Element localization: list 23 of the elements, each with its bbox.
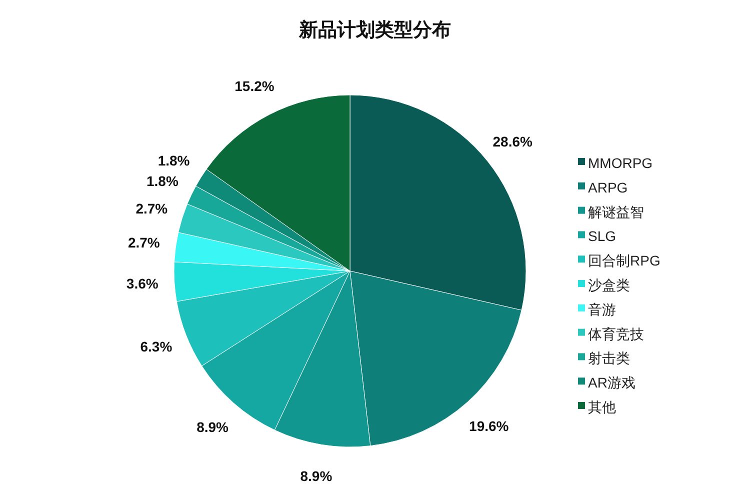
- data-label: 3.6%: [126, 276, 159, 292]
- chart-title: 新品计划类型分布: [298, 19, 451, 41]
- legend-label: 解谜益智: [588, 204, 644, 220]
- legend-label: 回合制RPG: [588, 252, 660, 269]
- data-label: 2.7%: [128, 234, 160, 251]
- legend-label: 沙盒类: [588, 277, 630, 293]
- data-label: 8.9%: [196, 419, 230, 436]
- legend-label: MMORPG: [588, 155, 653, 171]
- data-label: 28.6%: [492, 133, 534, 150]
- legend-label: AR游戏: [588, 374, 636, 391]
- data-label: 8.9%: [300, 468, 333, 484]
- data-label: 6.3%: [140, 338, 173, 355]
- data-label: 1.8%: [158, 152, 190, 168]
- data-label: 2.7%: [136, 200, 168, 216]
- data-label: 19.6%: [469, 418, 510, 434]
- legend-label: 体育竞技: [588, 326, 644, 342]
- legend-label: 其他: [588, 399, 616, 415]
- legend-label: ARPG: [588, 179, 628, 196]
- data-label: 1.8%: [146, 173, 179, 190]
- data-label: 15.2%: [234, 78, 275, 94]
- legend-label: 射击类: [588, 350, 630, 366]
- legend-label: 音游: [588, 301, 616, 318]
- legend-label: SLG: [588, 228, 616, 244]
